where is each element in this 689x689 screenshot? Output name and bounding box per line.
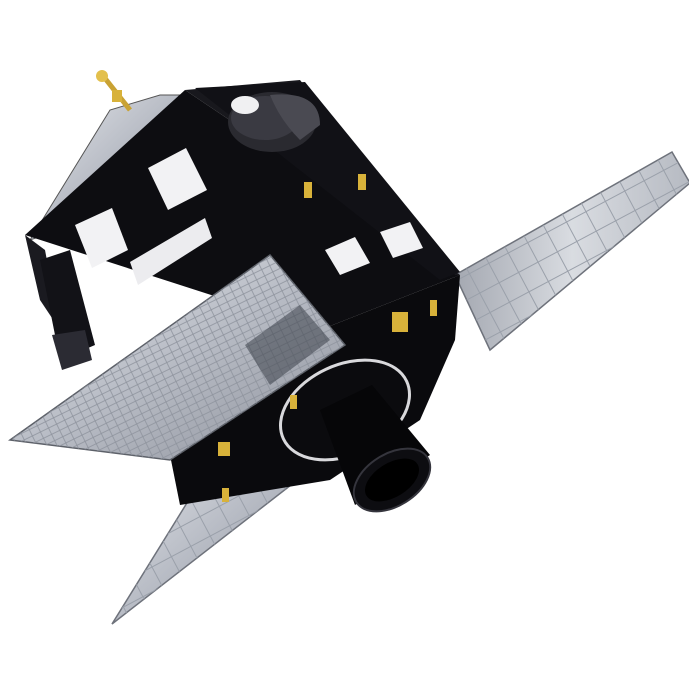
radiator-windows bbox=[75, 148, 423, 285]
top-instrument bbox=[228, 92, 320, 152]
left-solar-array bbox=[7, 253, 347, 461]
side-module bbox=[40, 250, 95, 370]
engine-assembly bbox=[279, 358, 432, 513]
right-solar-array bbox=[454, 150, 689, 352]
gold-fittings bbox=[112, 90, 437, 502]
